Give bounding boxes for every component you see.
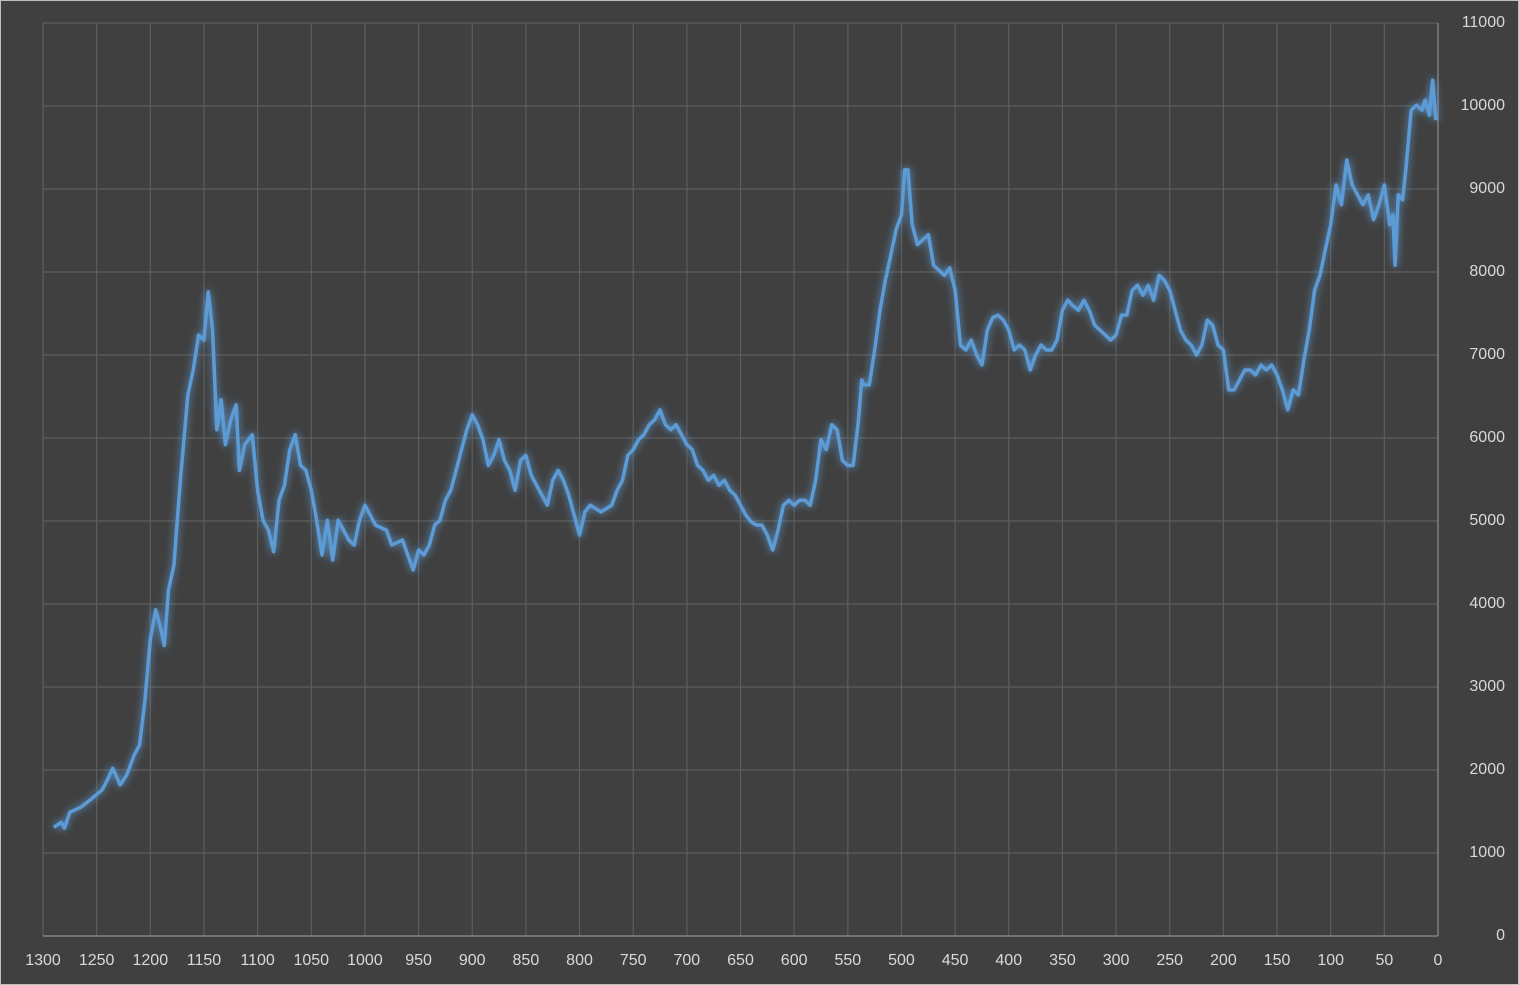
x-tick-label: 1100 [240,952,275,969]
y-tick-label: 3000 [1469,678,1505,695]
x-tick-label: 450 [942,952,969,969]
x-tick-label: 300 [1103,952,1130,969]
x-tick-label: 900 [459,952,486,969]
y-tick-label: 1000 [1469,844,1505,861]
x-tick-label: 800 [566,952,593,969]
y-tick-label: 7000 [1469,346,1505,363]
x-tick-label: 50 [1375,952,1393,969]
x-tick-label: 650 [727,952,754,969]
y-tick-label: 11000 [1462,14,1505,31]
x-tick-label: 200 [1210,952,1237,969]
x-tick-label: 350 [1049,952,1076,969]
y-tick-label: 5000 [1469,512,1505,529]
x-tick-label: 1250 [79,952,115,969]
x-tick-label: 850 [513,952,540,969]
y-tick-label: 6000 [1469,429,1505,446]
x-tick-label: 550 [834,952,861,969]
x-tick-label: 500 [888,952,915,969]
x-tick-label: 950 [405,952,432,969]
x-tick-label: 1150 [187,952,222,969]
x-tick-label: 0 [1434,952,1443,969]
x-tick-label: 750 [620,952,647,969]
x-tick-label: 1050 [293,952,329,969]
x-tick-label: 250 [1156,952,1183,969]
y-tick-label: 9000 [1469,180,1505,197]
y-tick-label: 4000 [1469,595,1505,612]
x-tick-label: 150 [1264,952,1291,969]
x-tick-label: 400 [995,952,1022,969]
y-tick-label: 2000 [1469,761,1505,778]
x-tick-label: 1200 [133,952,169,969]
x-tick-label: 100 [1317,952,1344,969]
x-tick-label: 1000 [347,952,383,969]
y-tick-label: 0 [1496,927,1505,944]
y-tick-label: 10000 [1461,97,1506,114]
y-tick-label: 8000 [1469,263,1505,280]
x-tick-label: 700 [673,952,700,969]
x-tick-label: 600 [781,952,808,969]
line [52,78,1438,830]
x-tick-label: 1300 [25,952,61,969]
